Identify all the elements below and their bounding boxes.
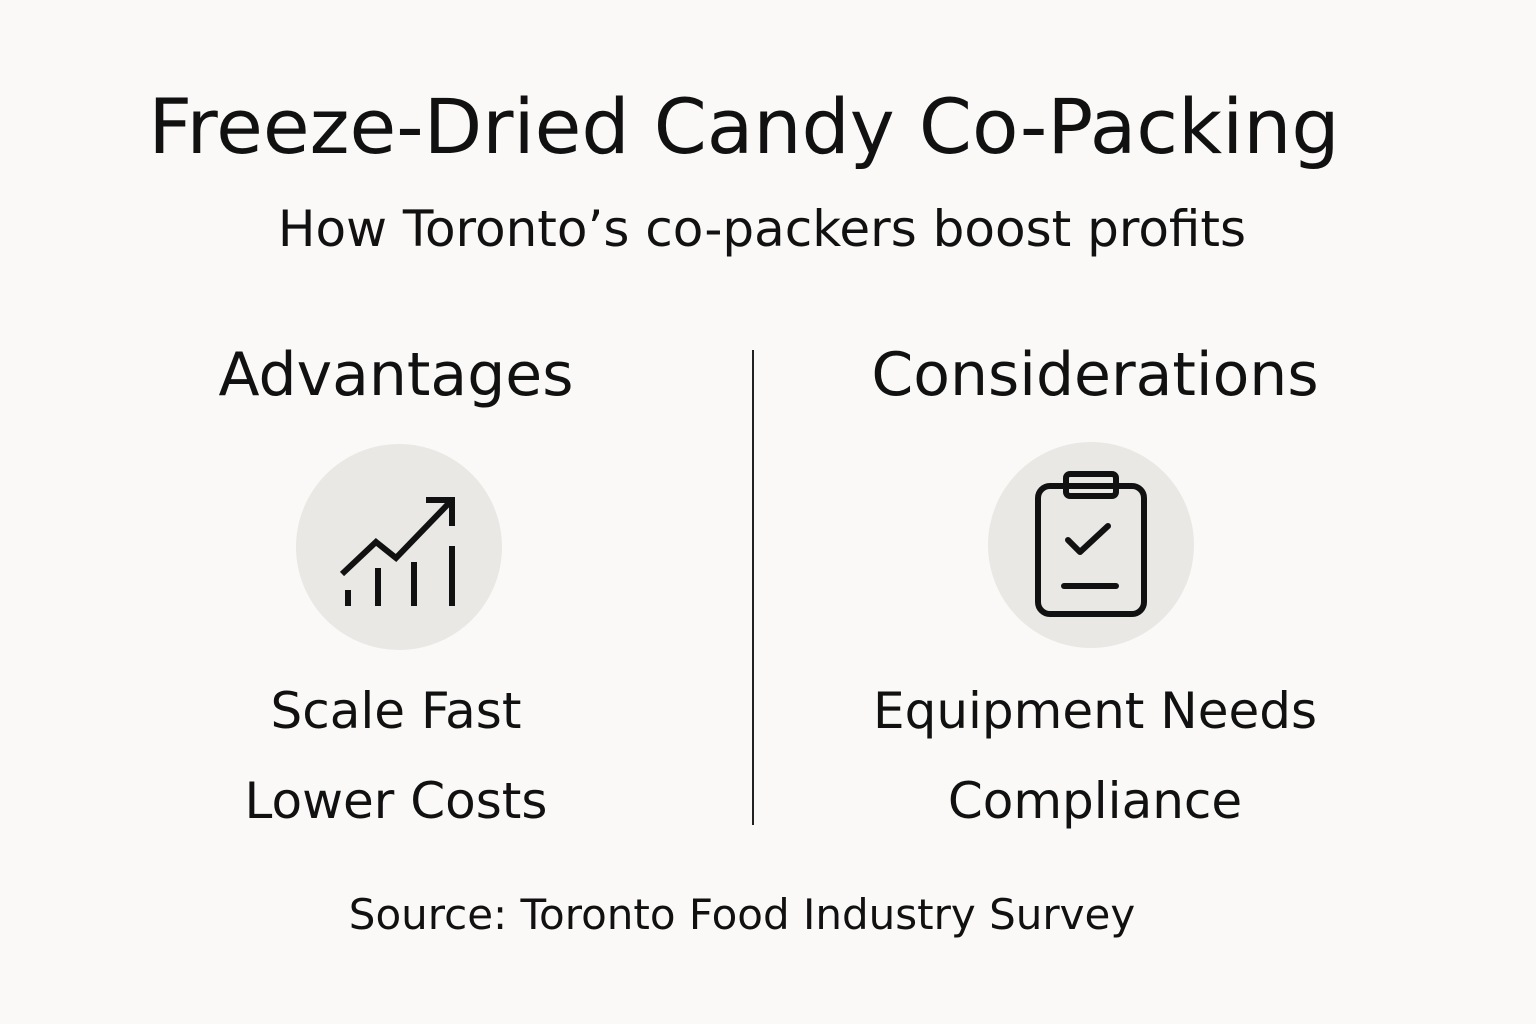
column-heading: Considerations [871, 340, 1319, 410]
source: Source: Toronto Food Industry Survey [348, 890, 1136, 939]
list-item: Compliance [947, 772, 1243, 830]
list-item: Scale Fast [270, 682, 522, 740]
icon-circle [988, 442, 1194, 648]
list-item: Equipment Needs [872, 682, 1318, 740]
list-item: Lower Costs [244, 772, 548, 830]
column-heading: Advantages [218, 340, 574, 410]
clipboard-icon [1035, 471, 1147, 617]
growth-icon [339, 497, 455, 606]
subtitle: How Toronto’s co-packers boost profits [277, 200, 1247, 258]
divider [752, 350, 754, 825]
icon-circle [296, 444, 502, 650]
title: Freeze-Dried Candy Co-Packing [148, 82, 1340, 171]
